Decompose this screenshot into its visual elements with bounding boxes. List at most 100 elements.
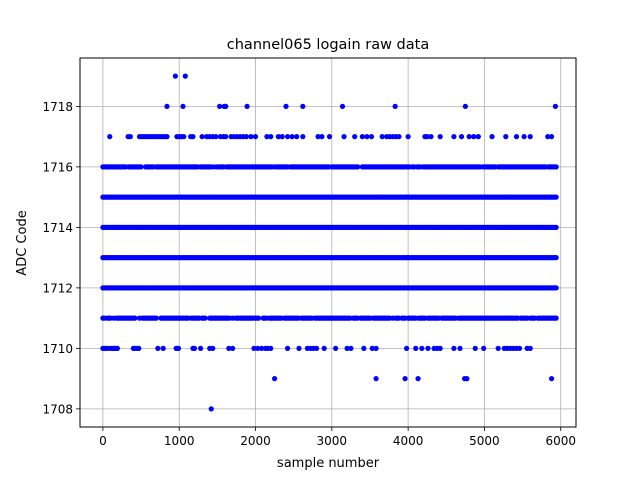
data-point (392, 103, 398, 109)
data-point (359, 134, 365, 140)
data-point (451, 345, 457, 351)
data-point (289, 134, 295, 140)
data-point (361, 345, 367, 351)
data-point (379, 134, 385, 140)
data-point (495, 345, 501, 351)
data-point (138, 164, 144, 170)
data-point (553, 224, 559, 230)
data-point (396, 134, 402, 140)
data-point (471, 134, 477, 140)
data-point (182, 73, 188, 79)
data-point (513, 134, 520, 140)
data-point (283, 103, 289, 109)
y-tick-label: 1708 (42, 402, 73, 416)
data-point (352, 134, 358, 140)
plot-frame (79, 57, 577, 428)
data-point (475, 134, 481, 140)
data-point (230, 345, 236, 351)
data-point (355, 164, 361, 170)
data-point (271, 376, 278, 382)
data-point (199, 134, 205, 140)
data-point (268, 134, 274, 140)
data-point (425, 345, 431, 351)
y-tick-label: 1710 (42, 342, 73, 356)
data-point (369, 345, 375, 351)
data-point (155, 345, 161, 351)
data-point (319, 134, 325, 140)
data-point (315, 134, 321, 140)
y-tick-label: 1718 (42, 100, 73, 114)
x-tick-label: 0 (99, 434, 107, 448)
data-point (521, 134, 527, 140)
data-point (368, 134, 375, 140)
data-point (545, 134, 551, 140)
data-point (300, 134, 306, 140)
data-point (548, 376, 555, 382)
data-point (160, 345, 166, 351)
data-point (164, 103, 170, 109)
data-point (275, 134, 281, 140)
data-point (294, 134, 300, 140)
data-point (403, 345, 410, 351)
data-point (552, 103, 558, 109)
x-tick-label: 1000 (164, 434, 195, 448)
data-point (191, 345, 198, 351)
data-point (107, 134, 113, 140)
data-point (553, 315, 559, 321)
data-point (428, 134, 434, 140)
data-point (333, 345, 339, 351)
data-point (458, 134, 465, 140)
data-point (210, 345, 216, 351)
data-point (348, 345, 354, 351)
data-point (202, 315, 208, 321)
data-point (326, 134, 333, 140)
chart-title: channel065 logain raw data (227, 37, 429, 53)
data-point (341, 134, 347, 140)
data-point (437, 134, 443, 140)
data-point (223, 103, 229, 109)
y-axis-ticks: 1708 1710 1712 1714 1716 1718 (42, 100, 80, 416)
y-axis-label: ADC Code (15, 210, 30, 275)
data-point (226, 345, 232, 351)
data-point (402, 376, 408, 382)
data-point (284, 134, 291, 140)
data-point (296, 345, 302, 351)
data-point (527, 134, 533, 140)
data-point (466, 134, 472, 140)
data-point (172, 73, 178, 79)
data-point (217, 103, 223, 109)
data-point (114, 345, 120, 351)
data-point (279, 134, 285, 140)
data-point (419, 345, 425, 351)
data-point (339, 103, 346, 109)
data-point (248, 134, 254, 140)
x-axis-ticks: 0 1000 2000 3000 4000 5000 6000 (99, 427, 576, 448)
data-point (516, 345, 523, 351)
data-point (127, 134, 133, 140)
x-tick-label: 4000 (393, 434, 424, 448)
data-point (153, 315, 159, 321)
data-point (503, 134, 509, 140)
x-tick-label: 2000 (240, 434, 271, 448)
data-point (268, 345, 274, 351)
data-point (457, 345, 463, 351)
y-tick-label: 1712 (42, 281, 73, 295)
data-point (462, 103, 468, 109)
x-tick-label: 3000 (317, 434, 348, 448)
data-point (553, 255, 559, 261)
x-axis-label: sample number (277, 456, 380, 471)
data-point (364, 134, 370, 140)
data-point (132, 315, 138, 321)
data-point (413, 345, 419, 351)
data-point (472, 345, 478, 351)
data-point (437, 345, 443, 351)
data-point (264, 134, 270, 140)
data-point (197, 345, 204, 351)
data-point (553, 194, 559, 200)
x-tick-label: 6000 (545, 434, 576, 448)
data-point (255, 345, 261, 351)
data-point (405, 134, 411, 140)
data-point (451, 134, 457, 140)
